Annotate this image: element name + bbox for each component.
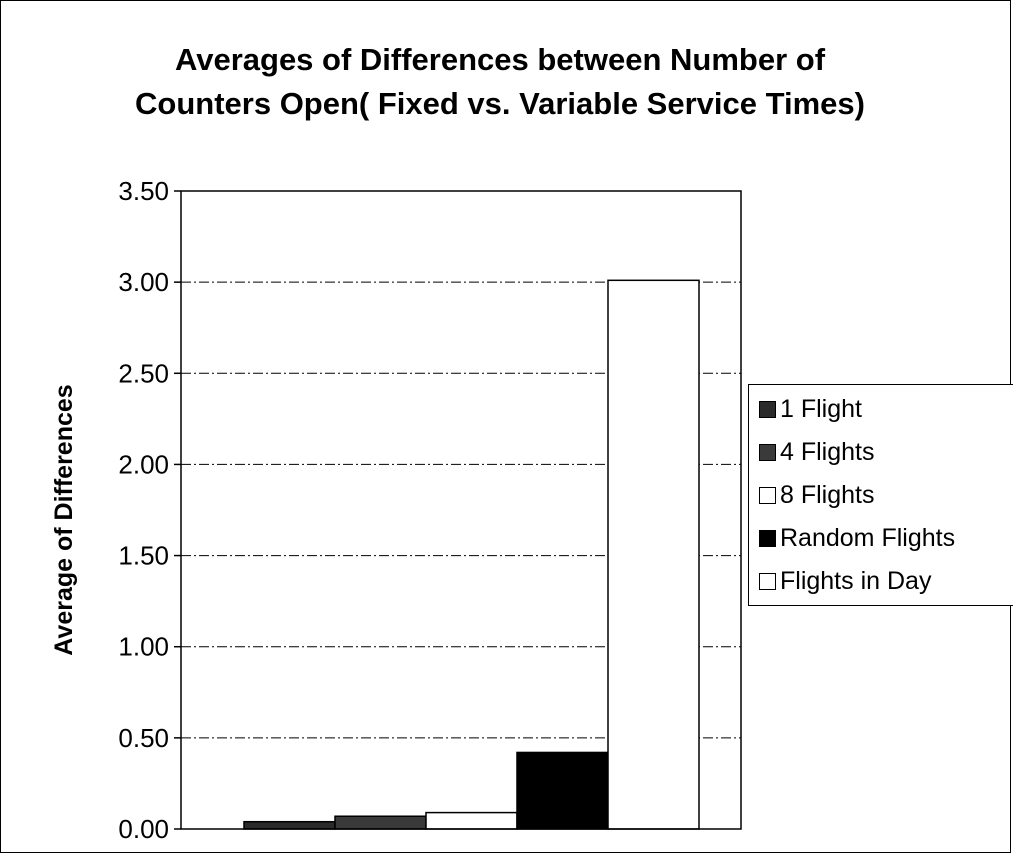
legend-item: 1 Flight: [759, 389, 862, 429]
legend-swatch: [759, 486, 776, 504]
legend-label: 8 Flights: [780, 480, 875, 509]
legend-label: Flights in Day: [780, 566, 932, 595]
legend-label: Random Flights: [780, 523, 956, 552]
y-tick-label: 2.00: [118, 449, 169, 479]
legend-item: Random Flights: [759, 518, 955, 558]
legend-swatch: [759, 529, 776, 547]
bar-random-flights: [516, 751, 609, 830]
legend-item: Flights in Day: [759, 561, 931, 601]
y-tick-label: 1.50: [118, 541, 169, 571]
chart-title: Averages of Differences between Number o…: [135, 42, 865, 121]
y-tick-label: 2.50: [118, 358, 169, 388]
legend-swatch: [759, 400, 776, 418]
legend-label: 1 Flight: [780, 394, 862, 423]
legend-item: 8 Flights: [759, 475, 874, 515]
y-tick-label: 1.00: [118, 632, 169, 662]
gridlines: [181, 281, 741, 739]
bar-flights-in-day: [607, 279, 700, 830]
y-tick-label: 3.00: [118, 267, 169, 297]
bar-1-flight: [243, 820, 336, 830]
bar-4-flights: [334, 815, 427, 830]
bar-8-flights: [425, 811, 518, 830]
y-tick-label: 0.50: [118, 723, 169, 753]
y-tick-label: 0.00: [118, 814, 169, 844]
legend-swatch: [759, 443, 776, 461]
bars: [243, 279, 700, 830]
legend-item: 4 Flights: [759, 432, 874, 472]
legend: 1 Flight 4 Flights 8 Flights Random Flights…: [748, 384, 1013, 606]
legend-label: 4 Flights: [780, 437, 875, 466]
plot-area-border: [180, 190, 742, 830]
legend-swatch: [759, 572, 776, 590]
y-axis-label: Average of Differences: [50, 384, 78, 655]
y-axis-ticks: 0.00 0.50 1.00 1.50 2.00 2.50 3.00 3.50: [118, 176, 181, 844]
y-tick-label: 3.50: [118, 176, 169, 206]
